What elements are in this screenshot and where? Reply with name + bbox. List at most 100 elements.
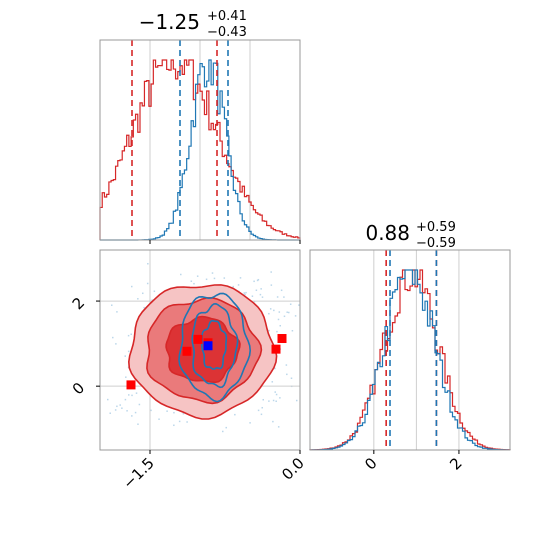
- scatter-point: [127, 350, 130, 353]
- scatter-point: [272, 399, 275, 402]
- scatter-point: [180, 273, 182, 276]
- scatter-point: [232, 285, 234, 288]
- scatter-point: [280, 289, 283, 292]
- scatter-point: [257, 409, 260, 412]
- scatter-point: [125, 376, 127, 378]
- marker-red: [126, 380, 136, 390]
- scatter-point: [269, 308, 272, 310]
- scatter-point: [178, 420, 181, 423]
- scatter-point: [270, 284, 273, 286]
- scatter-point: [111, 304, 113, 306]
- scatter-point: [261, 406, 263, 409]
- blue-contour-level-2: [191, 302, 239, 389]
- scatter-point: [116, 311, 118, 313]
- scatter-point: [114, 409, 117, 411]
- hist1-quantile-lines: [131, 40, 229, 240]
- scatter-point: [121, 407, 123, 409]
- scatter-point: [277, 426, 280, 428]
- scatter-point: [289, 303, 292, 306]
- scatter-point: [279, 397, 281, 399]
- scatter-point: [137, 298, 139, 300]
- scatter-point: [244, 293, 246, 296]
- hist1-frame: [99, 39, 301, 241]
- scatter-point: [257, 278, 260, 281]
- blue-contour-level-3: [201, 320, 228, 370]
- scatter-point: [205, 278, 208, 281]
- scatter-point: [279, 324, 281, 327]
- scatter-point: [193, 282, 195, 285]
- scatter-point: [225, 426, 227, 429]
- blue-contour-level-1: [178, 292, 252, 403]
- scatter-point: [288, 311, 290, 314]
- scatter-point: [131, 394, 133, 397]
- scatter-point: [272, 420, 274, 423]
- scatter-point: [213, 277, 216, 280]
- marker-blue: [203, 341, 213, 351]
- scatter-point: [109, 412, 111, 414]
- scatter-point: [294, 315, 297, 317]
- hist2-xtick-label-2: 2: [446, 454, 465, 473]
- scatter-point: [237, 284, 240, 286]
- scatter-point: [147, 262, 149, 265]
- scatter-point: [107, 398, 109, 401]
- scatter-point: [268, 312, 270, 315]
- scatter-point: [131, 415, 133, 417]
- scatter-point: [128, 394, 130, 396]
- hist2-grid: [373, 250, 460, 450]
- contour-ticks: [96, 300, 301, 454]
- scatter-point: [158, 418, 160, 420]
- hist2-title-lower: −0.59: [416, 236, 456, 251]
- scatter-point: [119, 404, 121, 406]
- scatter-point: [137, 423, 139, 425]
- scatter-point: [253, 300, 256, 303]
- scatter-point: [223, 277, 226, 279]
- scatter-point: [260, 288, 262, 290]
- scatter-point: [283, 296, 285, 298]
- hist2-quantile-lines: [385, 250, 438, 450]
- scatter-point: [290, 377, 293, 380]
- marker-red: [182, 346, 192, 356]
- hist2-xtick-label-0: 0: [361, 454, 380, 473]
- contour-ytick-label-0: 0: [69, 379, 88, 398]
- hist1-ticks: [149, 240, 301, 244]
- scatter-point: [143, 306, 145, 309]
- scatter-point: [301, 354, 303, 356]
- scatter-point: [222, 430, 224, 433]
- hist2-series: [309, 269, 511, 451]
- hist2-ticks: [373, 450, 460, 454]
- hist2-step-red: [309, 269, 511, 451]
- scatter-point: [291, 329, 294, 332]
- hist-panel-param2: 0.88 +0.59 −0.59 0 2: [309, 220, 511, 474]
- scatter-point: [249, 422, 251, 424]
- scatter-point: [124, 398, 127, 401]
- contour-frame: [99, 249, 301, 451]
- scatter-point: [190, 280, 193, 282]
- scatter-point: [239, 277, 242, 279]
- scatter-point: [298, 304, 300, 306]
- contour-xtick-label-0p0: 0.0: [278, 454, 308, 484]
- scatter-point: [116, 405, 118, 408]
- hist2-title-value: 0.88: [365, 221, 410, 245]
- scatter-point: [271, 381, 274, 383]
- scatter-point: [286, 373, 288, 376]
- hist-panel-param1: −1.25 +0.41 −0.43: [99, 9, 301, 244]
- scatter-point: [173, 411, 175, 414]
- scatter-point: [131, 285, 133, 288]
- contour-markers: [126, 334, 287, 390]
- scatter-point: [259, 293, 262, 296]
- scatter-point: [182, 412, 185, 415]
- marker-red: [271, 344, 281, 354]
- hist2-frame: [309, 249, 511, 451]
- scatter-point: [277, 318, 280, 321]
- scatter-point: [270, 271, 272, 273]
- scatter-point: [276, 296, 279, 298]
- marker-red: [193, 334, 203, 344]
- scatter-point: [285, 364, 288, 366]
- scatter-point: [275, 400, 277, 403]
- scatter-point: [124, 355, 127, 357]
- scatter-point: [256, 279, 259, 282]
- contour-ytick-label-2: 2: [69, 294, 88, 313]
- scatter-point: [146, 282, 149, 285]
- scatter-point: [261, 296, 264, 298]
- scatter-point: [274, 367, 276, 370]
